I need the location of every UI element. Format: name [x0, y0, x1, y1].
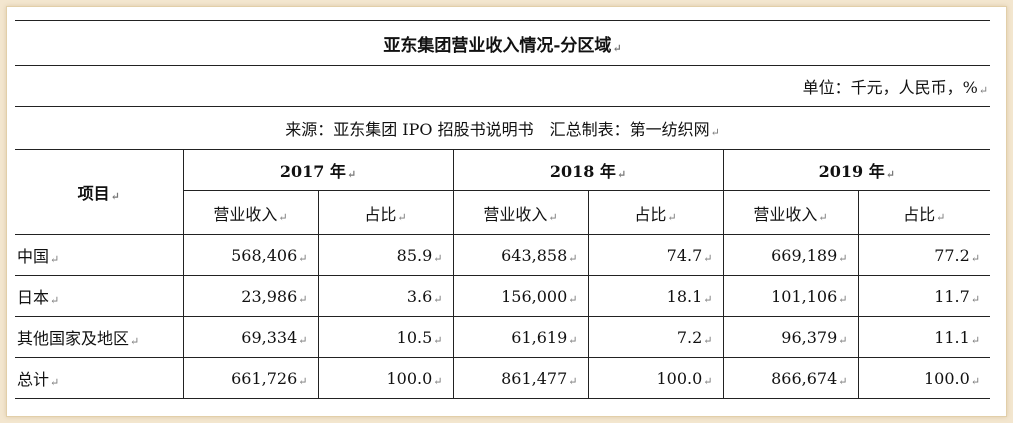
table-row: 其他国家及地区↵ 69,334↵ 10.5↵ 61,619↵ 7.2↵ 96,3…	[15, 316, 991, 358]
table-row: 总计↵ 661,726↵ 100.0↵ 861,477↵ 100.0↵ 866,…	[15, 357, 991, 399]
item-header: 项目↵	[15, 149, 183, 235]
row-label: 其他国家及地区↵	[15, 316, 183, 358]
cell-share-2019: 11.7↵	[857, 275, 991, 317]
cell-revenue-2017: 23,986↵	[182, 275, 318, 317]
year-header-2018: 2018 年↵	[452, 149, 723, 191]
title-row: 亚东集团营业收入情况-分区域↵	[15, 20, 991, 66]
cell-share-2018: 74.7↵	[587, 234, 723, 276]
cell-revenue-2017: 568,406↵	[182, 234, 318, 276]
table-row: 中国↵ 568,406↵ 85.9↵ 643,858↵ 74.7↵ 669,18…	[15, 234, 991, 276]
cell-revenue-2018: 61,619↵	[452, 316, 588, 358]
table-title: 亚东集团营业收入情况-分区域↵	[15, 20, 991, 66]
subheader-revenue: 营业收入↵	[722, 190, 858, 235]
year-header-2017: 2017 年↵	[182, 149, 453, 191]
cell-revenue-2018: 156,000↵	[452, 275, 588, 317]
cell-share-2017: 10.5↵	[317, 316, 453, 358]
cell-revenue-2019: 669,189↵	[722, 234, 858, 276]
unit-note: 单位：千元，人民币，%↵	[15, 65, 991, 107]
cell-share-2018: 100.0↵	[587, 357, 723, 399]
year-header-row: 项目↵ 2017 年↵ 2018 年↵ 2019 年↵	[15, 149, 991, 235]
cell-share-2017: 85.9↵	[317, 234, 453, 276]
cell-revenue-2019: 101,106↵	[722, 275, 858, 317]
subheader-share: 占比↵	[857, 190, 991, 235]
cell-share-2019: 11.1↵	[857, 316, 991, 358]
row-label: 总计↵	[15, 357, 183, 399]
subheader-revenue: 营业收入↵	[452, 190, 588, 235]
cell-share-2017: 3.6↵	[317, 275, 453, 317]
subheader-share: 占比↵	[587, 190, 723, 235]
cell-revenue-2017: 69,334↵	[182, 316, 318, 358]
revenue-table: 亚东集团营业收入情况-分区域↵ 单位：千元，人民币，%↵ 来源：亚东集团 IPO…	[15, 20, 991, 399]
year-header-2019: 2019 年↵	[722, 149, 991, 191]
row-label: 中国↵	[15, 234, 183, 276]
cell-revenue-2017: 661,726↵	[182, 357, 318, 399]
cell-revenue-2018: 861,477↵	[452, 357, 588, 399]
cell-revenue-2019: 866,674↵	[722, 357, 858, 399]
cell-share-2019: 100.0↵	[857, 357, 991, 399]
source-note: 来源：亚东集团 IPO 招股书说明书 汇总制表：第一纺织网↵	[15, 106, 991, 150]
subheader-revenue: 营业收入↵	[182, 190, 318, 235]
cell-share-2019: 77.2↵	[857, 234, 991, 276]
table-row: 日本↵ 23,986↵ 3.6↵ 156,000↵ 18.1↵ 101,106↵…	[15, 275, 991, 317]
cell-share-2018: 7.2↵	[587, 316, 723, 358]
cell-revenue-2018: 643,858↵	[452, 234, 588, 276]
row-label: 日本↵	[15, 275, 183, 317]
subheader-share: 占比↵	[317, 190, 453, 235]
unit-row: 单位：千元，人民币，%↵	[15, 65, 991, 107]
cell-share-2018: 18.1↵	[587, 275, 723, 317]
source-row: 来源：亚东集团 IPO 招股书说明书 汇总制表：第一纺织网↵	[15, 106, 991, 150]
cell-share-2017: 100.0↵	[317, 357, 453, 399]
cell-revenue-2019: 96,379↵	[722, 316, 858, 358]
subheader-row: 营业收入↵ 占比↵ 营业收入↵ 占比↵ 营业收入↵ 占比↵	[15, 190, 991, 235]
